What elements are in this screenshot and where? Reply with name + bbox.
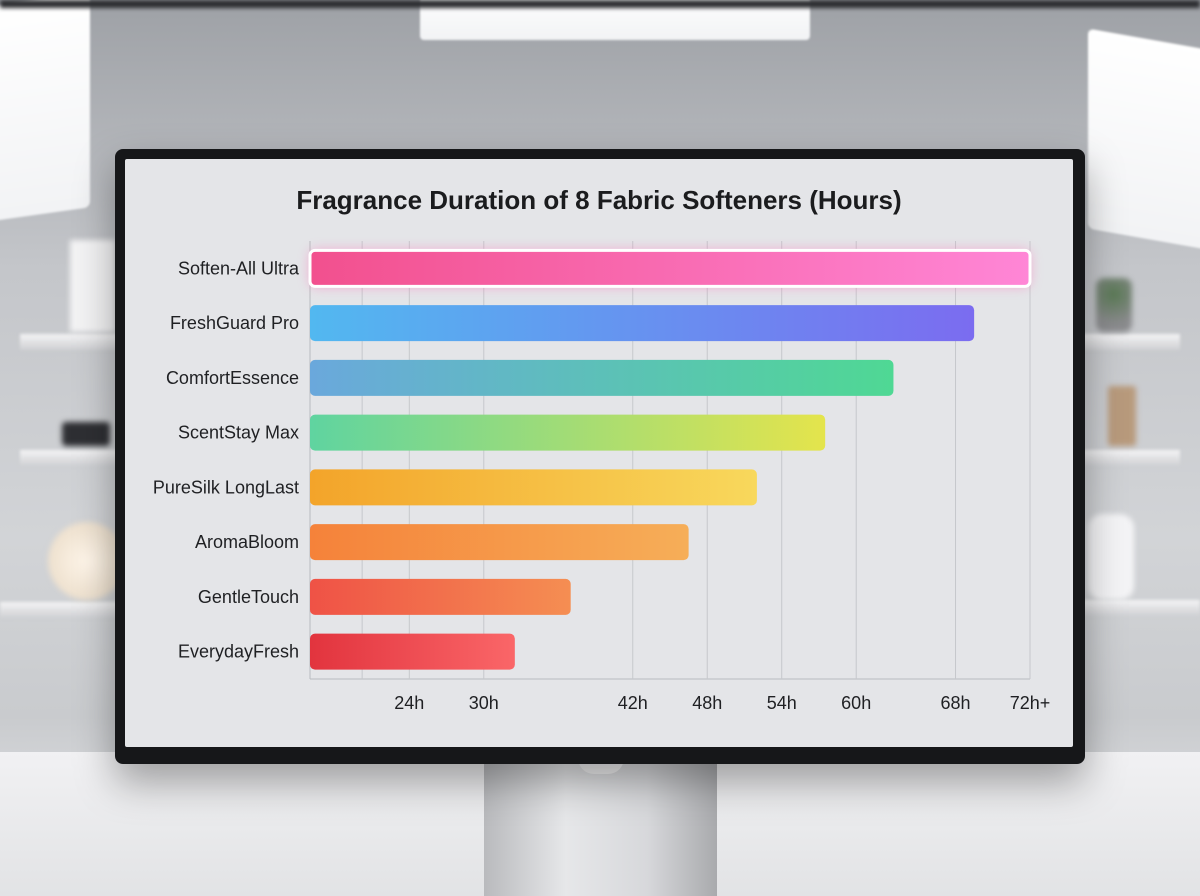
x-tick-label: 24h [394,693,424,713]
shelf-left-3 [0,602,120,618]
bars [308,248,1032,670]
decor-lamp [48,522,126,600]
category-label: FreshGuard Pro [170,313,299,333]
x-tick-label: 42h [618,693,648,713]
decor-jug [1088,514,1134,600]
lighting-rig [0,0,1200,8]
shelf-right-1 [1080,334,1180,350]
x-tick-label: 30h [469,693,499,713]
bar-freshguard-pro[interactable] [310,305,975,342]
decor-box [70,240,115,332]
x-tick-label: 72h+ [1010,693,1051,713]
bar-puresilk-longlast[interactable] [310,469,757,506]
shelf-left-2 [20,450,130,466]
chart-title: Fragrance Duration of 8 Fabric Softeners… [296,185,901,215]
shelf-left-1 [20,334,130,350]
decor-plant [1096,278,1132,332]
bar-scentstay-max[interactable] [310,414,826,451]
bar-everydayfresh[interactable] [310,633,515,670]
category-label: AromaBloom [195,532,299,552]
decor-camera [62,422,110,446]
monitor: Fragrance Duration of 8 Fabric Softeners… [115,149,1085,764]
x-tick-label: 68h [940,693,970,713]
x-tick-labels: 24h 30h 42h 48h 54h 60h 68h 72h+ [394,693,1050,713]
category-label: Soften-All Ultra [178,258,300,278]
category-label: GentleTouch [198,587,299,607]
x-tick-label: 60h [841,693,871,713]
decor-bottle [1108,386,1136,446]
bar-comfortessence[interactable] [310,359,894,396]
x-tick-label: 48h [692,693,722,713]
category-label: EverydayFresh [178,642,299,662]
fragrance-bar-chart: Fragrance Duration of 8 Fabric Softeners… [153,185,1050,713]
x-tick-label: 54h [767,693,797,713]
bar-aromabloom[interactable] [310,524,689,561]
studio-light-right [1088,28,1200,252]
category-label: PureSilk LongLast [153,477,299,497]
category-label: ScentStay Max [178,423,299,443]
category-labels: Soften-All Ultra FreshGuard Pro ComfortEss… [153,258,300,661]
bar-gentletouch[interactable] [310,578,571,615]
studio-light-left [0,0,90,223]
shelf-right-3 [1080,600,1200,616]
monitor-screen: Fragrance Duration of 8 Fabric Softeners… [125,159,1073,747]
shelf-right-2 [1080,450,1180,466]
monitor-stand [484,760,717,896]
bar-soften-all-ultra[interactable] [308,248,1032,288]
category-label: ComfortEssence [166,368,299,388]
